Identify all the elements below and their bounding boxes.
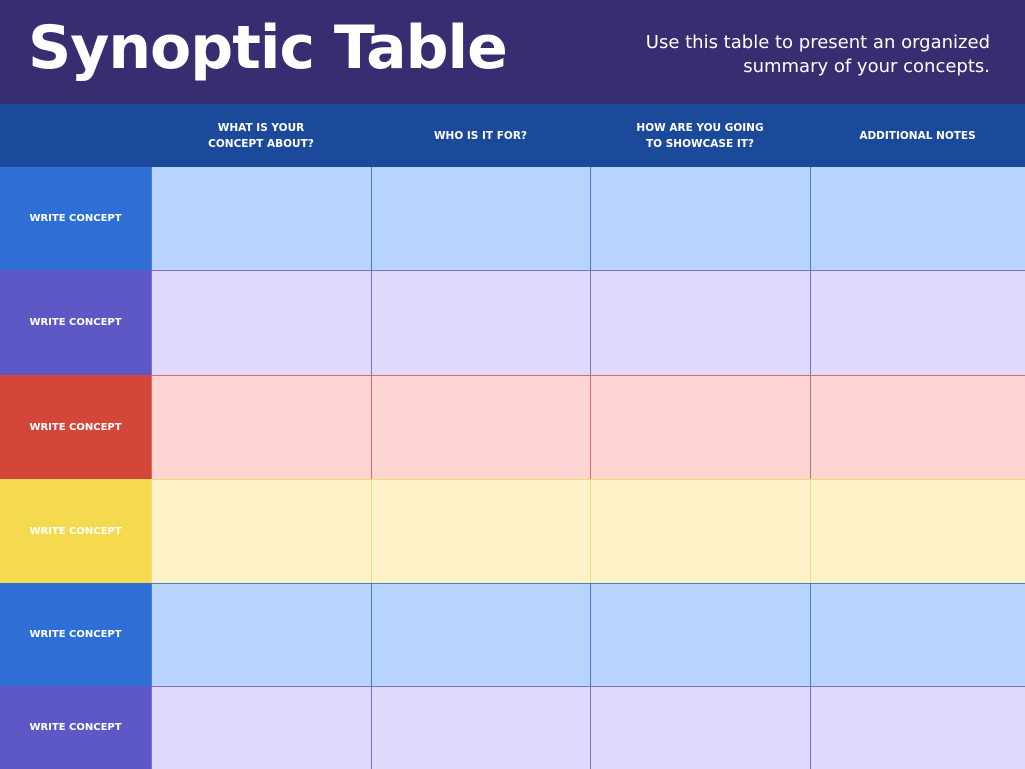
- table-row: WRITE CONCEPT: [0, 270, 1025, 375]
- column-header-who-for: WHO IS IT FOR?: [371, 104, 590, 167]
- table-row: WRITE CONCEPT: [0, 167, 1025, 270]
- table-cell[interactable]: [590, 686, 810, 769]
- column-header-label: HOW ARE YOU GOING TO SHOWCASE IT?: [636, 121, 764, 150]
- table-cell[interactable]: [590, 583, 810, 686]
- table-cell[interactable]: [371, 686, 590, 769]
- column-header-label: ADDITIONAL NOTES: [859, 129, 976, 142]
- table-header-row: WHAT IS YOUR CONCEPT ABOUT? WHO IS IT FO…: [0, 104, 1025, 167]
- table-cell[interactable]: [371, 167, 590, 270]
- table-cell[interactable]: [371, 479, 590, 583]
- table-row: WRITE CONCEPT: [0, 686, 1025, 769]
- row-label-write-concept[interactable]: WRITE CONCEPT: [0, 686, 151, 769]
- table-cell[interactable]: [371, 270, 590, 375]
- table-cell[interactable]: [810, 270, 1025, 375]
- table-cell[interactable]: [151, 583, 371, 686]
- table-cell[interactable]: [151, 167, 371, 270]
- table-row: WRITE CONCEPT: [0, 479, 1025, 583]
- table-row: WRITE CONCEPT: [0, 583, 1025, 686]
- table-row: WRITE CONCEPT: [0, 375, 1025, 479]
- table-cell[interactable]: [810, 479, 1025, 583]
- table-cell[interactable]: [810, 167, 1025, 270]
- header-corner-cell: [0, 104, 151, 167]
- table-cell[interactable]: [371, 583, 590, 686]
- column-header-label: WHO IS IT FOR?: [433, 129, 528, 142]
- title-bar: Synoptic Table Use this table to present…: [0, 0, 1025, 104]
- column-header-concept-about: WHAT IS YOUR CONCEPT ABOUT?: [151, 104, 371, 167]
- table-cell[interactable]: [151, 270, 371, 375]
- table-cell[interactable]: [590, 270, 810, 375]
- subtitle-text: Use this table to present an organized s…: [645, 32, 990, 77]
- page-title: Synoptic Table: [28, 13, 508, 83]
- column-header-additional-notes: ADDITIONAL NOTES: [810, 104, 1025, 167]
- table-cell[interactable]: [810, 583, 1025, 686]
- table-cell[interactable]: [151, 479, 371, 583]
- row-label-write-concept[interactable]: WRITE CONCEPT: [0, 583, 151, 686]
- row-label-write-concept[interactable]: WRITE CONCEPT: [0, 479, 151, 583]
- page-subtitle: Use this table to present an organized s…: [570, 31, 990, 79]
- table-cell[interactable]: [371, 375, 590, 479]
- table-cell[interactable]: [810, 375, 1025, 479]
- row-label-write-concept[interactable]: WRITE CONCEPT: [0, 375, 151, 479]
- table-cell[interactable]: [590, 479, 810, 583]
- row-label-write-concept[interactable]: WRITE CONCEPT: [0, 270, 151, 375]
- table-cell[interactable]: [151, 686, 371, 769]
- table-cell[interactable]: [590, 167, 810, 270]
- column-header-showcase: HOW ARE YOU GOING TO SHOWCASE IT?: [590, 104, 810, 167]
- table-cell[interactable]: [590, 375, 810, 479]
- row-label-write-concept[interactable]: WRITE CONCEPT: [0, 167, 151, 270]
- table-cell[interactable]: [151, 375, 371, 479]
- table-cell[interactable]: [810, 686, 1025, 769]
- column-header-label: WHAT IS YOUR CONCEPT ABOUT?: [208, 121, 314, 150]
